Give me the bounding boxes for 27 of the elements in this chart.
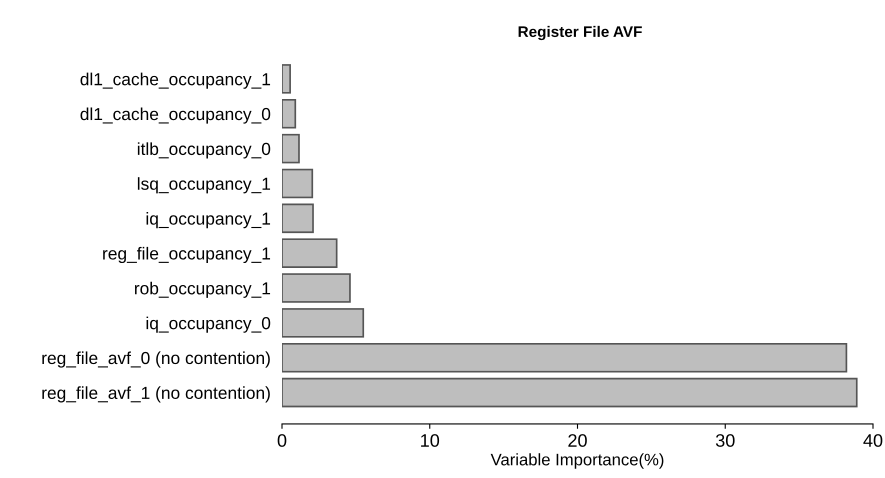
y-tick-label: iq_occupancy_0: [146, 316, 270, 333]
bar: [282, 204, 314, 234]
x-axis-title: Variable Importance(%): [490, 453, 664, 469]
y-tick-label: lsq_occupancy_1: [138, 177, 270, 194]
y-tick-label: reg_file_avf_1 (no contention): [42, 386, 270, 402]
y-tick-label: dl1_cache_occupancy_0: [80, 107, 270, 124]
bar: [282, 98, 296, 129]
bar: [282, 273, 351, 303]
bar: [282, 308, 364, 338]
bar: [282, 64, 291, 94]
x-tick-label: 40: [863, 434, 882, 447]
y-tick-label: reg_file_occupancy_1: [103, 246, 270, 264]
chart-title: Register File AVF: [518, 26, 642, 40]
y-tick-label: reg_file_avf_0 (no contention): [42, 351, 270, 368]
bar: [282, 342, 848, 372]
y-tick-label: dl1_cache_occupancy_1: [80, 72, 270, 89]
x-tick-label: 30: [716, 434, 735, 447]
bar: [282, 378, 858, 408]
x-tick-label: 10: [421, 434, 440, 447]
y-tick-label: itlb_occupancy_0: [138, 142, 270, 159]
bar: [282, 168, 314, 198]
y-tick-label: iq_occupancy_1: [146, 212, 270, 228]
x-tick-label: 0: [278, 434, 286, 447]
bar: [282, 134, 300, 164]
bar: [282, 238, 338, 268]
y-tick-label: rob_occupancy_1: [134, 282, 270, 298]
x-tick-label: 20: [568, 434, 587, 447]
